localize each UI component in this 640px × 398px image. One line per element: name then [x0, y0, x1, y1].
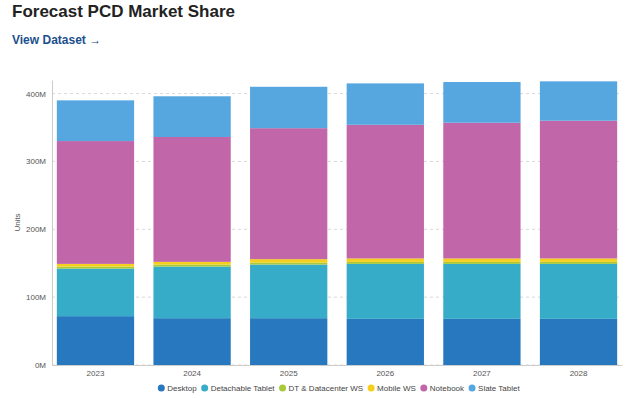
grid-line: [52, 93, 622, 94]
bar-segment: [57, 267, 134, 269]
bar-segment: [153, 318, 230, 365]
bar-segment: [250, 263, 327, 265]
x-axis: 2023 2024 2025 2026 2027 2028: [53, 365, 623, 378]
bar-segment: [153, 265, 230, 267]
y-axis-line: [52, 81, 53, 366]
bar-segment: [443, 258, 520, 261]
y-tick: 100M: [26, 293, 52, 302]
y-tick: 0M: [35, 361, 52, 370]
y-tick: 300M: [26, 157, 52, 166]
bar-segment: [540, 81, 617, 120]
grid-line: [52, 229, 622, 230]
y-tick-label: 300M: [26, 157, 46, 166]
legend-label: Slate Tablet: [478, 384, 520, 393]
bar-segment: [153, 96, 230, 137]
bar-segment: [250, 318, 327, 365]
bar-segment: [250, 87, 327, 128]
x-axis-line: [53, 365, 623, 366]
legend-swatch: [368, 385, 375, 392]
legend-label: DT & Datacenter WS: [289, 384, 364, 393]
grid-line: [52, 161, 622, 162]
y-tick-label: 400M: [26, 90, 46, 99]
bar-segment: [153, 137, 230, 262]
bar-segment: [57, 269, 134, 317]
bar-segment: [57, 316, 134, 365]
chart: Forecast PCD Market Share View Dataset → 0…: [0, 0, 640, 398]
series: [57, 262, 617, 269]
bar-segment: [443, 264, 520, 319]
legend-label: Detachable Tablet: [211, 384, 276, 393]
legend-item: Detachable Tablet: [201, 384, 275, 393]
series: [57, 121, 617, 264]
x-tick: 2025: [280, 365, 298, 378]
legend-label: Mobile WS: [377, 384, 416, 393]
y-tick-label: 100M: [26, 293, 46, 302]
legend-label: Desktop: [167, 384, 197, 393]
bar-segment: [57, 100, 134, 141]
bars: [57, 81, 617, 365]
legend-item: Slate Tablet: [469, 384, 521, 393]
bar-segment: [250, 265, 327, 319]
bar-segment: [347, 262, 424, 264]
legend-item: Mobile WS: [368, 384, 416, 393]
legend-item: Desktop: [158, 384, 197, 393]
bar-segment: [347, 319, 424, 365]
x-tick: 2024: [183, 365, 201, 378]
y-axis-title: Units: [13, 213, 22, 231]
y-tick-label: 0M: [35, 361, 46, 370]
legend: Desktop Detachable Tablet DT & Datacenter …: [158, 384, 521, 393]
x-tick: 2027: [473, 365, 491, 378]
view-dataset-link[interactable]: View Dataset →: [12, 33, 101, 47]
bar-segment: [153, 267, 230, 319]
legend-swatch: [279, 385, 286, 392]
legend-item: Notebook: [420, 384, 465, 393]
title: Forecast PCD Market Share: [12, 2, 235, 21]
x-tick-label: 2026: [376, 369, 394, 378]
bar-segment: [347, 83, 424, 124]
bar-segment: [250, 128, 327, 259]
bar-segment: [540, 262, 617, 264]
series: [57, 81, 617, 141]
x-tick: 2026: [376, 365, 394, 378]
series: [57, 258, 617, 266]
x-tick-label: 2025: [280, 369, 298, 378]
legend-swatch: [201, 385, 208, 392]
bar-segment: [443, 123, 520, 259]
grid-line: [52, 297, 622, 298]
bar-segment: [347, 125, 424, 259]
series: [57, 316, 617, 365]
bar-segment: [443, 82, 520, 123]
legend-swatch: [158, 385, 165, 392]
legend-swatch: [469, 385, 476, 392]
bar-segment: [540, 121, 617, 259]
x-tick: 2028: [570, 365, 588, 378]
bar-segment: [540, 319, 617, 365]
series: [57, 264, 617, 319]
grid-line: [52, 365, 622, 366]
bar-segment: [443, 319, 520, 365]
grid: [52, 94, 622, 365]
bar-segment: [540, 264, 617, 319]
bar-segment: [250, 259, 327, 262]
x-tick-label: 2027: [473, 369, 491, 378]
bar-segment: [443, 262, 520, 264]
bar-segment: [347, 258, 424, 261]
x-tick-label: 2024: [183, 369, 201, 378]
bar-segment: [57, 141, 134, 264]
x-tick-label: 2023: [87, 369, 105, 378]
x-tick: 2023: [87, 365, 105, 378]
legend-item: DT & Datacenter WS: [279, 384, 363, 393]
x-tick-label: 2028: [570, 369, 588, 378]
legend-swatch: [420, 385, 427, 392]
bar-segment: [153, 262, 230, 265]
bar-segment: [347, 264, 424, 319]
bar-segment: [57, 264, 134, 267]
y-axis: 0M 100M 200M 300M 400M: [26, 81, 53, 371]
y-tick: 200M: [26, 225, 52, 234]
y-tick: 400M: [26, 90, 52, 99]
y-tick-label: 200M: [26, 225, 46, 234]
legend-label: Notebook: [430, 384, 465, 393]
bar-segment: [540, 258, 617, 261]
